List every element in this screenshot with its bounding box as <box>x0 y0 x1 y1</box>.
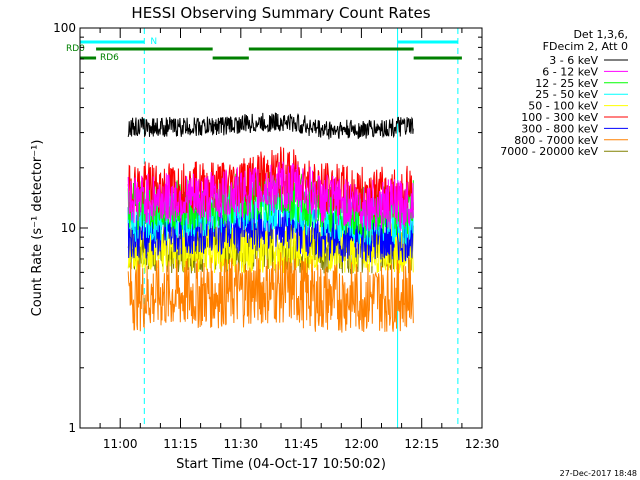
legend-label: 25 - 50 keV <box>535 88 598 101</box>
legend-label: 50 - 100 keV <box>528 100 598 113</box>
legend-label: 6 - 12 keV <box>542 65 598 78</box>
x-tick-label: 12:15 <box>404 437 439 451</box>
legend-label: 300 - 800 keV <box>521 122 598 135</box>
legend-title: Det 1,3,6, <box>573 28 628 41</box>
legend-label: 3 - 6 keV <box>549 54 598 67</box>
x-tick-label: 11:15 <box>163 437 198 451</box>
plot-area: N RD0 RD6 <box>66 28 462 428</box>
y-tick-label: 10 <box>61 221 76 235</box>
x-tick-label: 12:00 <box>344 437 379 451</box>
x-tick-label: 11:45 <box>284 437 319 451</box>
axes: 1 10 100 11:00 11:15 11:30 11:45 12:00 12:15 12:3… <box>53 21 499 451</box>
y-axis-label: Count Rate (s⁻¹ detector⁻¹) <box>30 140 45 317</box>
series-line <box>127 252 414 333</box>
x-tick-label: 12:30 <box>465 437 500 451</box>
orbit-bar-label: RD0 <box>66 44 85 54</box>
y-tick-label: 100 <box>53 21 76 35</box>
legend-label: 800 - 7000 keV <box>514 134 598 147</box>
series-line <box>127 161 414 232</box>
x-axis-label: Start Time (04-Oct-17 10:50:02) <box>176 457 386 472</box>
series-line <box>127 112 414 140</box>
y-tick-label: 1 <box>68 421 76 435</box>
footer-date: 27-Dec-2017 18:48 <box>560 469 637 478</box>
x-tick-label: 11:30 <box>224 437 259 451</box>
orbit-bar-label: RD6 <box>100 53 119 63</box>
chart-title: HESSI Observing Summary Count Rates <box>131 4 430 22</box>
x-tick-label: 11:00 <box>103 437 138 451</box>
orbit-bar-label: N <box>150 37 157 47</box>
legend-label: 12 - 25 keV <box>535 77 598 90</box>
legend-title: FDecim 2, Att 0 <box>543 40 628 53</box>
legend-label: 100 - 300 keV <box>521 111 598 124</box>
legend-label: 7000 - 20000 keV <box>500 145 598 158</box>
